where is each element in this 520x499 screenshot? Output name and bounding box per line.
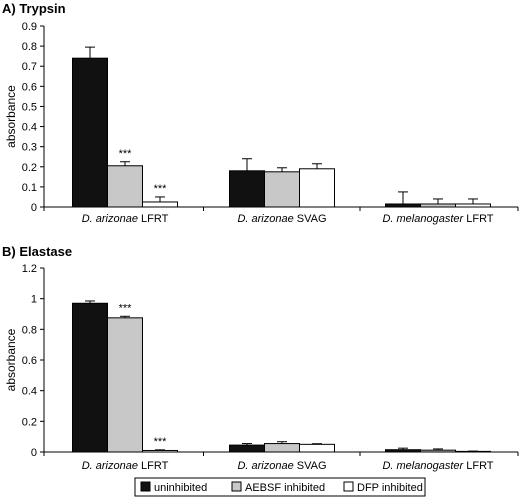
legend-swatch <box>343 481 354 492</box>
significance-label: *** <box>154 183 168 195</box>
trypsin-panel: A) Trypsin absorbance 0 0.1 0.2 0.3 0.4 0.5 0.6 0… <box>2 1 519 225</box>
bar-aebsf-inhibited <box>420 203 456 208</box>
category-label: D. melanogaster LFRT <box>382 460 493 472</box>
y-tick-label: 0 <box>31 447 37 459</box>
legend-label: DFP inhibited <box>357 482 423 494</box>
bar-dfp-inhibited <box>455 203 491 208</box>
bar-dfp-inhibited <box>299 168 335 208</box>
y-tick-label: 0.3 <box>22 142 37 154</box>
category-strain: LFRT <box>463 460 494 472</box>
y-tick-label: 0.5 <box>22 101 37 113</box>
bar-uninhibited <box>385 203 421 208</box>
significance-label: *** <box>154 436 168 448</box>
legend-swatch <box>140 481 151 492</box>
category-strain: LFRT <box>463 213 494 225</box>
category-species: D. melanogaster <box>382 460 464 472</box>
y-tick-label: 1.2 <box>22 263 37 275</box>
y-axis-label: absorbance <box>4 85 18 148</box>
y-tick-label: 0.7 <box>22 61 37 73</box>
bar-dfp-inhibited <box>299 443 335 453</box>
category-label: D. melanogaster LFRT <box>382 213 493 225</box>
legend: uninhibited AEBSF inhibited DFP inhibited <box>134 477 426 497</box>
category-label: D. arizonae SVAG <box>237 460 326 472</box>
bar-dfp-inhibited <box>142 201 178 208</box>
y-tick-label: 0.4 <box>22 386 37 398</box>
y-tick-label: 0.4 <box>22 122 37 134</box>
significance-label: *** <box>119 148 133 160</box>
bar-dfp-inhibited <box>142 449 178 453</box>
significance-label: *** <box>119 302 133 314</box>
bar-uninhibited <box>229 170 265 208</box>
legend-label: uninhibited <box>154 482 207 494</box>
category-label: D. arizonae LFRT <box>82 460 169 472</box>
y-tick-label: 0.2 <box>22 162 37 174</box>
bar-aebsf-inhibited <box>264 443 300 453</box>
category-label: D. arizonae LFRT <box>82 213 169 225</box>
panel-title: B) Elastase <box>2 244 72 259</box>
category-strain: LFRT <box>138 213 169 225</box>
category-species: D. arizonae <box>237 213 293 225</box>
y-tick-label: 0.6 <box>22 355 37 367</box>
bar-aebsf-inhibited <box>107 317 143 453</box>
bar-uninhibited <box>72 302 108 453</box>
category-species: D. arizonae <box>237 460 293 472</box>
y-tick-label: 0.1 <box>22 182 37 194</box>
category-strain: SVAG <box>294 213 327 225</box>
y-tick-label: 0.9 <box>22 21 37 33</box>
y-tick-label: 0.8 <box>22 324 37 336</box>
y-tick-label: 0 <box>31 202 37 214</box>
legend-swatch <box>231 481 242 492</box>
panel-title: A) Trypsin <box>2 1 66 16</box>
elastase-panel: B) Elastase absorbance 0 0.2 0.4 0.6 0.8 1 1.2 **… <box>2 244 519 472</box>
bar-uninhibited <box>72 57 108 208</box>
bar-aebsf-inhibited <box>264 171 300 208</box>
legend-label: AEBSF inhibited <box>245 482 325 494</box>
y-axis-label: absorbance <box>4 328 18 391</box>
category-species: D. melanogaster <box>382 213 464 225</box>
category-label: D. arizonae SVAG <box>237 213 326 225</box>
bar-uninhibited <box>229 444 265 453</box>
y-tick-label: 1 <box>31 294 37 306</box>
category-strain: LFRT <box>138 460 169 472</box>
y-tick-label: 0.6 <box>22 81 37 93</box>
bar-uninhibited <box>385 449 421 453</box>
category-strain: SVAG <box>294 460 327 472</box>
y-tick-label: 0.8 <box>22 41 37 53</box>
category-species: D. arizonae <box>82 213 138 225</box>
y-tick-label: 0.2 <box>22 416 37 428</box>
category-species: D. arizonae <box>82 460 138 472</box>
bar-aebsf-inhibited <box>107 165 143 208</box>
bar-aebsf-inhibited <box>420 449 456 453</box>
